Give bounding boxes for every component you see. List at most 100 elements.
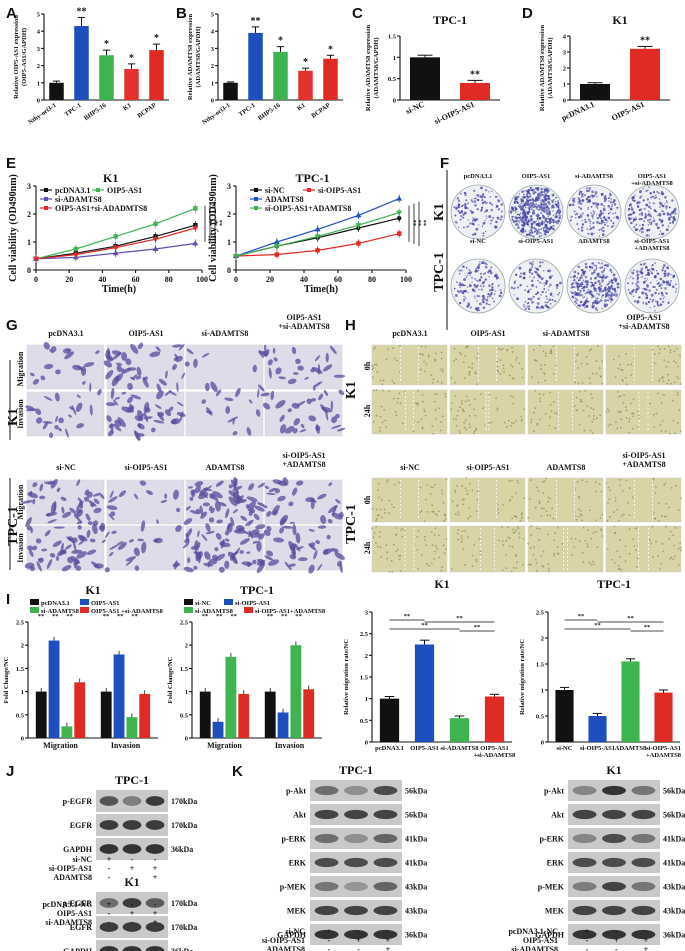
- colony: [592, 217, 594, 220]
- data-point: [355, 223, 362, 229]
- colony: [649, 192, 652, 195]
- colony: [527, 218, 530, 221]
- cell-speck: [463, 410, 466, 413]
- colony-cluster: [509, 186, 562, 238]
- colony: [605, 275, 608, 278]
- colony: [488, 294, 492, 298]
- panel-letter-i: I: [6, 591, 10, 608]
- colony: [552, 210, 554, 212]
- cell-speck: [661, 420, 664, 423]
- row-label-invasion: Invasion: [16, 399, 25, 429]
- stained-cell: [50, 501, 56, 514]
- cell-speck: [574, 538, 577, 540]
- colony: [544, 233, 547, 236]
- protein-band: [572, 881, 597, 892]
- colony: [552, 206, 555, 209]
- colony: [546, 217, 549, 220]
- cell-speck: [512, 528, 514, 531]
- cell-speck: [635, 549, 637, 552]
- colony: [592, 210, 595, 212]
- colony: [583, 301, 587, 304]
- colony: [544, 217, 548, 221]
- colony: [630, 206, 633, 209]
- cell-speck: [474, 414, 477, 417]
- cell-speck: [455, 358, 458, 361]
- stained-cell: [61, 564, 72, 572]
- cell-speck: [664, 482, 667, 485]
- stained-cell: [240, 515, 248, 521]
- colony: [595, 289, 598, 292]
- cell-speck: [424, 346, 427, 348]
- protein-label: GAPDH: [277, 931, 307, 940]
- colony: [575, 302, 578, 305]
- cell-speck: [542, 565, 545, 568]
- legend-swatch: [30, 607, 39, 613]
- stained-cell: [279, 514, 289, 525]
- protein-band: [122, 796, 142, 806]
- cell-speck: [379, 426, 381, 429]
- cell-speck: [401, 535, 404, 538]
- colony: [457, 205, 461, 209]
- stained-cell: [172, 489, 179, 500]
- stained-cell: [228, 484, 233, 489]
- cell-speck: [464, 400, 467, 403]
- colony: [534, 228, 537, 231]
- colony: [633, 199, 636, 202]
- colony: [481, 193, 485, 196]
- stained-cell: [330, 424, 342, 429]
- cell-speck: [468, 366, 470, 369]
- colony: [569, 276, 572, 279]
- cell-speck: [658, 502, 660, 505]
- colony: [644, 262, 646, 265]
- cell-speck: [545, 510, 548, 512]
- colony: [537, 204, 540, 207]
- colony: [664, 296, 666, 298]
- colony: [609, 193, 612, 197]
- cell-speck: [545, 477, 548, 480]
- cell-speck: [582, 551, 584, 554]
- cell-speck: [416, 549, 419, 551]
- stained-cell: [143, 376, 149, 381]
- bar: [654, 692, 673, 742]
- cell-speck: [379, 429, 381, 432]
- stained-cell: [325, 409, 329, 421]
- stained-cell: [134, 565, 140, 571]
- cell-speck: [670, 382, 672, 385]
- cell-speck: [521, 512, 523, 515]
- colony: [528, 195, 532, 199]
- cell-speck: [658, 519, 660, 522]
- colony: [671, 221, 674, 224]
- protein-band: [314, 857, 339, 868]
- plate-label: si-ADAMTS8: [575, 173, 614, 180]
- cell-speck: [649, 402, 651, 405]
- colony: [558, 281, 562, 285]
- colony: [601, 289, 605, 293]
- colony: [548, 210, 551, 212]
- stained-cell: [114, 373, 123, 382]
- stained-cell: [292, 372, 299, 375]
- cell-speck: [457, 409, 459, 412]
- colony: [642, 301, 645, 304]
- stained-cell: [248, 399, 253, 404]
- cell-speck: [661, 515, 663, 517]
- colony: [658, 201, 661, 203]
- stained-cell: [118, 542, 127, 550]
- colony: [535, 293, 537, 296]
- condition-sign: +: [386, 936, 391, 945]
- colony: [460, 205, 463, 208]
- colony: [472, 233, 475, 236]
- cell-speck: [471, 554, 474, 557]
- cell-speck: [630, 374, 633, 376]
- colony: [474, 297, 476, 299]
- cell-speck: [520, 513, 523, 516]
- colony: [591, 267, 594, 269]
- cell-speck: [600, 490, 603, 493]
- cell-speck: [543, 363, 546, 366]
- cell-speck: [632, 496, 634, 499]
- cell-speck: [440, 421, 442, 423]
- legend-label: si-ADAMTS8: [41, 608, 80, 615]
- colony: [488, 288, 492, 292]
- colony: [655, 222, 658, 226]
- cell-speck: [665, 515, 667, 518]
- colony: [544, 281, 548, 285]
